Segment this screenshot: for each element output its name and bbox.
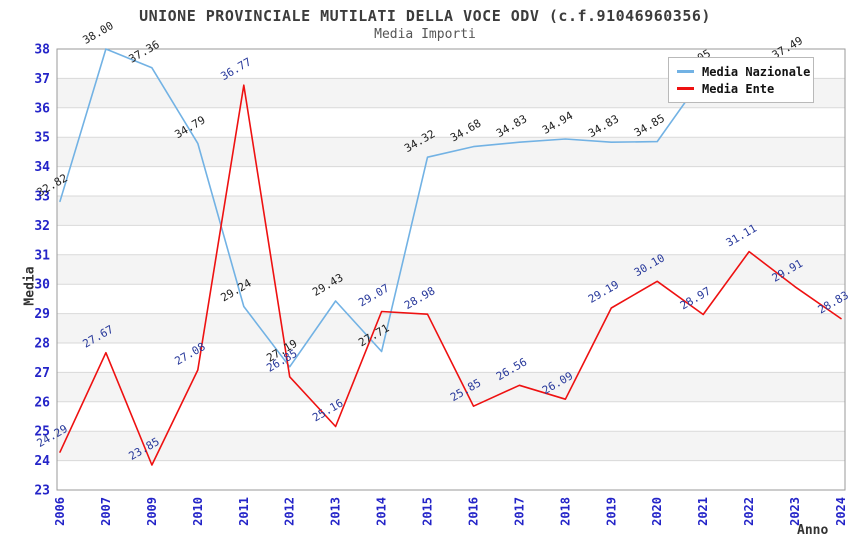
x-tick-label: 2024 (834, 497, 848, 526)
legend-item-media-ente: Media Ente (677, 80, 813, 97)
x-tick-label: 2010 (191, 497, 205, 526)
y-tick-label: 27 (34, 366, 50, 381)
x-tick-label: 2023 (788, 497, 802, 526)
y-tick-label: 36 (34, 101, 50, 116)
grid-band (57, 372, 845, 402)
y-tick-label: 37 (34, 72, 50, 87)
y-tick-label: 25 (34, 425, 50, 440)
grid-band (57, 313, 845, 343)
x-tick-label: 2006 (53, 497, 67, 526)
y-tick-label: 32 (34, 219, 50, 234)
legend-label-media-ente: Media Ente (702, 81, 775, 96)
y-tick-label: 33 (34, 190, 50, 205)
x-axis-title: Anno (797, 523, 829, 538)
x-tick-label: 2012 (283, 497, 297, 526)
grid-band (57, 166, 845, 196)
x-tick-label: 2021 (696, 497, 710, 526)
grid-band (57, 107, 845, 138)
y-tick-label: 34 (34, 160, 50, 175)
x-tick-label: 2015 (421, 497, 435, 526)
legend-line-sample-nazionale-icon (677, 70, 694, 73)
grid-band (57, 196, 845, 226)
x-tick-label: 2009 (145, 497, 159, 526)
legend: Media Nazionale Media Ente (668, 57, 814, 103)
series-line-media-nazionale (59, 48, 796, 368)
y-tick-label: 26 (34, 395, 50, 410)
x-tick-label: 2013 (329, 497, 343, 526)
legend-item-media-nazionale: Media Nazionale (677, 63, 813, 80)
grid-band (57, 225, 845, 255)
grid-band (57, 284, 845, 314)
y-tick-label: 29 (34, 307, 50, 322)
y-axis-title: Media (22, 266, 38, 306)
plot-border (56, 48, 846, 491)
x-tick-label: 2019 (604, 497, 618, 526)
chart-title: UNIONE PROVINCIALE MUTILATI DELLA VOCE O… (139, 7, 711, 25)
y-tick-label: 28 (34, 337, 50, 352)
y-tick-label: 38 (34, 43, 50, 58)
x-tick-label: 2018 (558, 497, 572, 526)
y-tick-label: 24 (34, 454, 50, 469)
x-tick-label: 2014 (375, 497, 389, 526)
x-tick-label: 2016 (466, 497, 480, 526)
x-tick-label: 2007 (99, 497, 113, 526)
y-tick-label: 23 (34, 484, 50, 499)
x-tick-label: 2011 (237, 497, 251, 526)
chart-subtitle: Media Importi (374, 27, 476, 42)
y-tick-label: 35 (34, 131, 50, 146)
grid-band (57, 401, 845, 432)
series-line-media-ente (59, 84, 842, 466)
x-tick-label: 2020 (650, 497, 664, 526)
legend-line-sample-ente-icon (677, 87, 694, 90)
grid-band (57, 254, 845, 285)
x-tick-label: 2022 (742, 497, 756, 526)
grid-band (57, 343, 845, 373)
x-tick-label: 2017 (512, 497, 526, 526)
y-tick-label: 30 (34, 278, 50, 293)
y-tick-label: 31 (34, 248, 50, 263)
legend-label-media-nazionale: Media Nazionale (702, 64, 811, 79)
grid-band (57, 431, 845, 461)
grid-band (57, 460, 845, 490)
